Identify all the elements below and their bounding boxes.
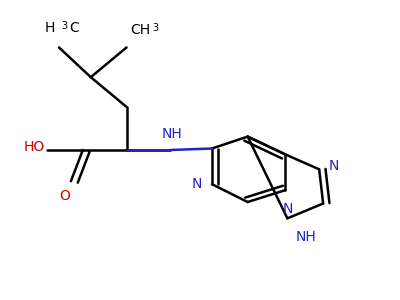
Text: NH: NH (162, 127, 182, 141)
Text: O: O (60, 189, 70, 202)
Text: N: N (329, 159, 340, 173)
Text: 3: 3 (152, 22, 158, 33)
Text: 3: 3 (61, 21, 67, 31)
Text: H: H (45, 21, 55, 35)
Text: C: C (69, 21, 79, 35)
Text: HO: HO (24, 140, 45, 154)
Text: CH: CH (130, 22, 151, 37)
Text: N: N (282, 202, 292, 216)
Text: NH: NH (295, 230, 316, 244)
Text: N: N (192, 177, 202, 191)
